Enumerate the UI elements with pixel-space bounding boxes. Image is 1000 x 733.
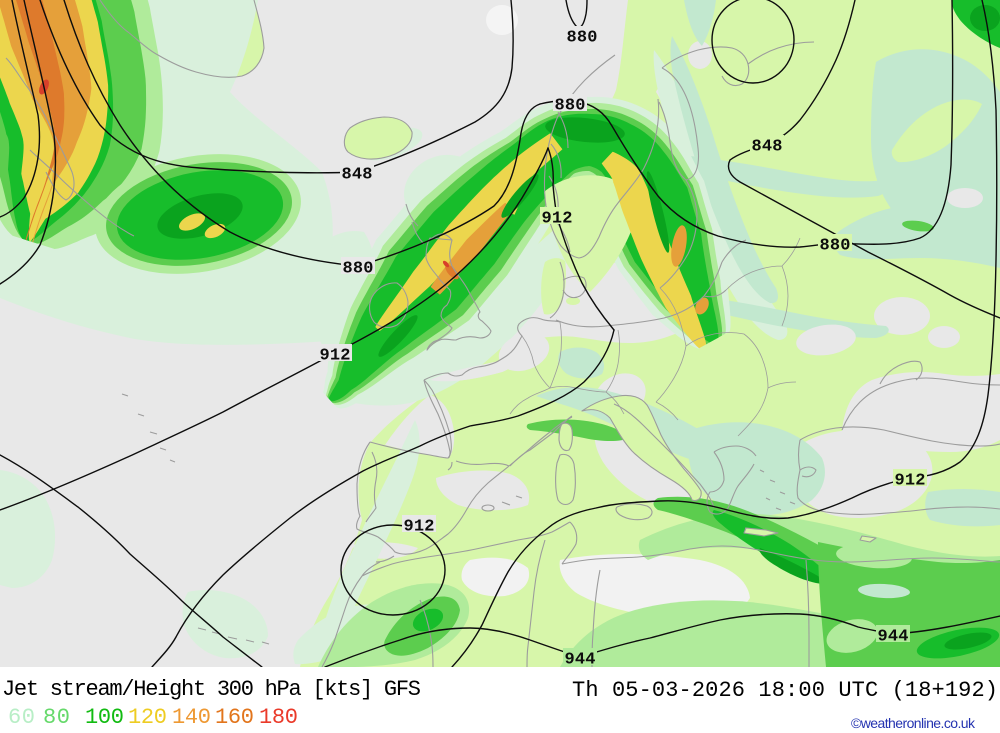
svg-text:880: 880 [567, 29, 598, 48]
svg-text:880: 880 [343, 260, 374, 279]
svg-text:160: 160 [215, 705, 254, 730]
svg-text:180: 180 [259, 705, 298, 730]
svg-text:912: 912 [404, 518, 435, 537]
svg-text:60: 60 [8, 705, 35, 730]
svg-text:912: 912 [542, 210, 573, 229]
svg-text:Jet stream/Height 300 hPa [kts: Jet stream/Height 300 hPa [kts] GFS [2, 677, 421, 702]
svg-text:©weatheronline.co.uk: ©weatheronline.co.uk [851, 715, 976, 731]
svg-text:100: 100 [85, 705, 124, 730]
svg-text:880: 880 [555, 97, 586, 116]
svg-text:944: 944 [878, 628, 909, 647]
svg-text:848: 848 [752, 138, 783, 157]
svg-text:140: 140 [172, 705, 211, 730]
svg-text:80: 80 [43, 705, 70, 730]
svg-text:880: 880 [820, 237, 851, 256]
svg-text:944: 944 [565, 651, 596, 670]
svg-text:120: 120 [128, 705, 167, 730]
svg-text:848: 848 [342, 166, 373, 185]
svg-text:Th 05-03-2026 18:00 UTC (18+19: Th 05-03-2026 18:00 UTC (18+192) [572, 678, 998, 703]
svg-text:912: 912 [895, 472, 926, 491]
svg-text:912: 912 [320, 347, 351, 366]
